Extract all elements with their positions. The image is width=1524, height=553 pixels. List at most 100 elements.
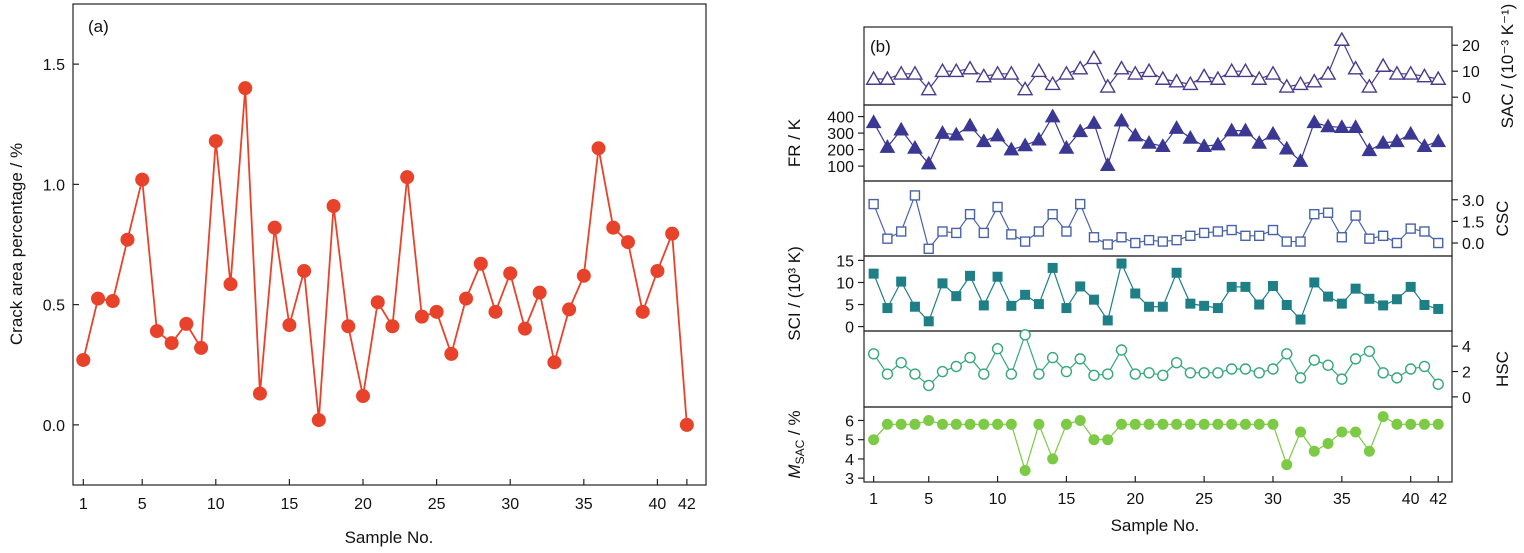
data-point [989, 65, 1006, 80]
data-point [1074, 353, 1086, 365]
data-point [1113, 112, 1130, 127]
data-point [1020, 289, 1031, 300]
panel-a-x-tick-label: 20 [354, 496, 372, 513]
data-point [1141, 134, 1157, 149]
data-point [1019, 329, 1031, 341]
data-point [1047, 208, 1058, 220]
subpanel-csc: 0.0 1.5 3.0 CSC [863, 180, 1512, 257]
data-point [1058, 139, 1075, 154]
data-point [1377, 230, 1389, 242]
data-point [1350, 426, 1362, 438]
data-point [1267, 224, 1279, 236]
data-point [1267, 418, 1279, 430]
data-point [868, 198, 879, 210]
data-point [1418, 418, 1430, 430]
data-point [951, 227, 962, 239]
data-point [1185, 230, 1196, 242]
data-point [881, 418, 893, 430]
data-point [909, 301, 920, 312]
data-point [1378, 300, 1389, 311]
data-point [920, 155, 937, 170]
data-point [1405, 223, 1416, 234]
data-point [907, 139, 923, 154]
data-point [1185, 298, 1196, 309]
data-point [1433, 237, 1444, 249]
data-point [1295, 426, 1307, 438]
data-point [1168, 120, 1185, 134]
subpanel-sac: 0 10 20 SAC / (10⁻³ K⁻¹) [863, 4, 1517, 128]
data-point [909, 418, 921, 430]
panel-a-data-point [650, 263, 665, 278]
subpanel-msac: 3 4 5 6 MSAC / % [785, 406, 1453, 488]
data-point [1375, 134, 1392, 149]
data-point [1430, 133, 1447, 148]
data-point [1006, 229, 1017, 240]
data-point [1140, 62, 1158, 78]
panel-a-data-point [76, 352, 91, 367]
panel-a-data-point [385, 319, 400, 334]
panel-a-data-point [267, 220, 282, 235]
y-tick-label: 300 [827, 126, 854, 143]
data-point [1060, 365, 1073, 378]
data-point [975, 67, 993, 83]
data-point [1226, 281, 1237, 292]
data-point [892, 65, 910, 80]
data-point [1074, 414, 1086, 426]
data-point [991, 343, 1004, 355]
data-point [1237, 62, 1254, 78]
data-point [1240, 230, 1251, 242]
panel-a-data-point [414, 309, 429, 324]
panel-b-x-tick-label: 1 [869, 491, 878, 508]
data-point [865, 70, 882, 85]
panel-a-frame [72, 3, 707, 486]
panel-a-data-point [223, 277, 238, 292]
panel-a-x-tick-label: 10 [207, 496, 225, 513]
data-point [1210, 136, 1226, 151]
data-point [964, 208, 976, 220]
data-point [1336, 298, 1347, 309]
data-point [1223, 122, 1240, 137]
data-point [992, 418, 1004, 430]
data-point [1389, 133, 1405, 148]
data-point [992, 201, 1003, 213]
data-point [1157, 418, 1169, 430]
data-point [1253, 418, 1265, 430]
data-point [1347, 119, 1364, 134]
data-point [882, 303, 893, 314]
data-point [961, 60, 979, 75]
data-point [1157, 369, 1169, 382]
data-point [1237, 122, 1254, 137]
data-point [1306, 114, 1323, 129]
data-point [1377, 411, 1389, 423]
y-tick-label: 6 [845, 413, 854, 430]
panel-a-y-tick-label: 0.0 [43, 418, 65, 435]
data-point [1130, 237, 1141, 249]
data-point [1226, 418, 1238, 430]
panel-a-data-point [606, 220, 621, 235]
data-point [936, 365, 949, 378]
data-point [1226, 224, 1237, 236]
panel-a-data-point [311, 413, 326, 428]
data-point [1115, 344, 1128, 356]
data-point [1099, 157, 1116, 172]
data-point [923, 379, 935, 392]
series-line [873, 193, 1439, 251]
data-point [1322, 207, 1334, 218]
data-point [1102, 239, 1113, 250]
data-point [965, 270, 976, 281]
data-point [1361, 78, 1378, 93]
data-point [1171, 418, 1183, 430]
subpanel-y-axis-label: MSAC / % [785, 410, 807, 478]
data-point [1416, 67, 1433, 83]
data-point [1143, 367, 1155, 379]
panel-a-data-point [179, 316, 194, 331]
panel-a-x-tick-label: 15 [280, 496, 298, 513]
data-point [978, 300, 989, 311]
data-point [1416, 138, 1433, 153]
panel-a-x-tick-label: 1 [79, 496, 88, 513]
panel-a-y-tick-label: 0.5 [43, 298, 65, 315]
panel-a-x-tick-label: 35 [575, 496, 593, 513]
y-tick-label: 10 [836, 275, 854, 292]
y-tick-label: 3 [845, 471, 854, 488]
